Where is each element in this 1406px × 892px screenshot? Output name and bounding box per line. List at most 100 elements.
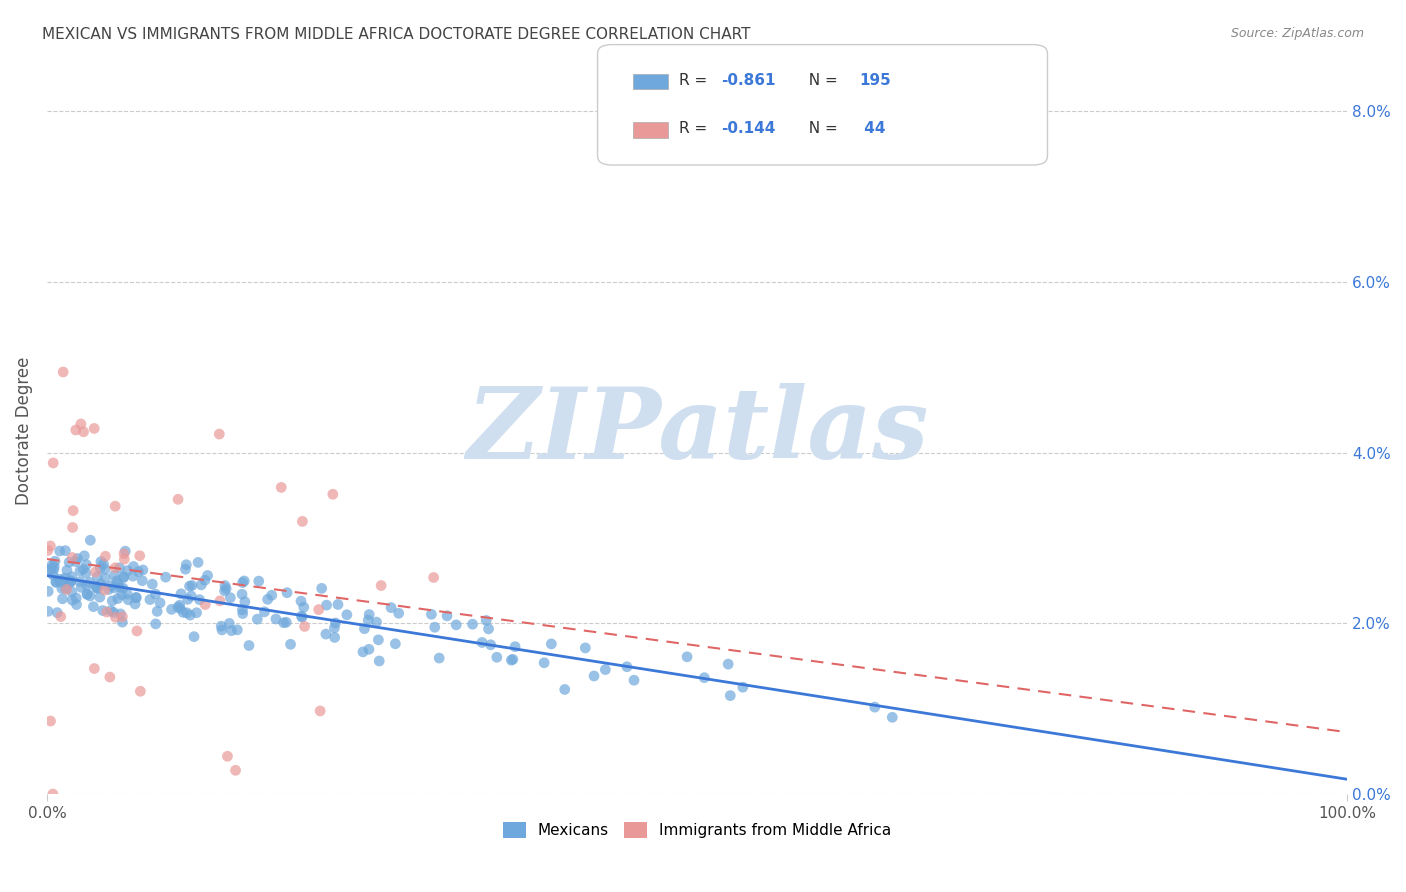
Text: MEXICAN VS IMMIGRANTS FROM MIDDLE AFRICA DOCTORATE DEGREE CORRELATION CHART: MEXICAN VS IMMIGRANTS FROM MIDDLE AFRICA… [42, 27, 751, 42]
Mexicans [221, 624, 243, 638]
Mexicans [218, 616, 240, 631]
Mexicans [357, 613, 380, 627]
Mexicans [44, 559, 66, 574]
Mexicans [353, 622, 375, 636]
Mexicans [574, 640, 596, 655]
Mexicans [112, 581, 135, 595]
Mexicans [177, 592, 200, 607]
Mexicans [48, 572, 70, 586]
Mexicans [181, 578, 204, 592]
Mexicans [233, 595, 256, 609]
Mexicans [132, 563, 155, 577]
Mexicans [103, 581, 125, 595]
Mexicans [141, 577, 163, 591]
Mexicans [82, 599, 104, 614]
Mexicans [479, 638, 502, 652]
Mexicans [145, 587, 167, 601]
Mexicans [352, 645, 374, 659]
Text: N =: N = [799, 121, 842, 136]
Mexicans [105, 574, 128, 588]
Mexicans [103, 606, 125, 620]
Mexicans [76, 587, 98, 601]
Mexicans [276, 585, 298, 599]
Mexicans [37, 604, 59, 618]
Mexicans [718, 689, 741, 703]
Mexicans [233, 574, 256, 588]
Mexicans [169, 599, 191, 613]
Mexicans [65, 555, 87, 569]
Mexicans [44, 554, 66, 568]
Mexicans [125, 591, 148, 605]
Mexicans [172, 606, 194, 620]
Mexicans [60, 584, 83, 599]
Mexicans [323, 621, 346, 635]
Mexicans [676, 649, 699, 664]
Immigrants from Middle Africa [55, 582, 77, 597]
Mexicans [326, 598, 349, 612]
Mexicans [368, 654, 391, 668]
Mexicans [357, 642, 380, 657]
Mexicans [46, 606, 69, 620]
Mexicans [125, 591, 148, 605]
Mexicans [264, 612, 287, 626]
Mexicans [66, 551, 89, 566]
Mexicans [501, 653, 523, 667]
Mexicans [93, 557, 115, 571]
Mexicans [117, 592, 139, 607]
Immigrants from Middle Africa [104, 560, 127, 574]
Immigrants from Middle Africa [125, 624, 148, 638]
Immigrants from Middle Africa [83, 421, 105, 435]
Mexicans [101, 594, 124, 608]
Mexicans [291, 610, 314, 624]
Immigrants from Middle Africa [112, 552, 135, 566]
Mexicans [533, 656, 555, 670]
Immigrants from Middle Africa [111, 609, 134, 624]
Mexicans [42, 562, 65, 576]
Mexicans [623, 673, 645, 688]
Mexicans [176, 606, 198, 620]
Mexicans [290, 594, 312, 608]
Text: ZIPatlas: ZIPatlas [465, 383, 928, 480]
Mexicans [86, 570, 108, 584]
Mexicans [477, 622, 499, 636]
Mexicans [174, 562, 197, 576]
Immigrants from Middle Africa [52, 365, 75, 379]
Mexicans [290, 609, 312, 624]
Mexicans [197, 568, 219, 582]
Immigrants from Middle Africa [225, 764, 247, 778]
Mexicans [436, 608, 458, 623]
Text: -0.144: -0.144 [721, 121, 776, 136]
Mexicans [423, 620, 446, 634]
Mexicans [292, 600, 315, 615]
Immigrants from Middle Africa [98, 670, 121, 684]
Mexicans [72, 562, 94, 576]
Mexicans [94, 571, 117, 585]
Mexicans [53, 571, 76, 585]
Mexicans [380, 600, 402, 615]
Mexicans [90, 577, 112, 591]
Mexicans [503, 640, 526, 654]
Mexicans [260, 588, 283, 602]
Immigrants from Middle Africa [72, 425, 94, 439]
Mexicans [280, 637, 302, 651]
Mexicans [693, 671, 716, 685]
Immigrants from Middle Africa [217, 749, 239, 764]
Mexicans [155, 570, 177, 584]
Mexicans [79, 533, 101, 548]
Mexicans [75, 558, 97, 572]
Mexicans [86, 581, 108, 595]
Mexicans [55, 582, 77, 596]
Mexicans [58, 555, 80, 569]
Mexicans [211, 623, 233, 637]
Y-axis label: Doctorate Degree: Doctorate Degree [15, 357, 32, 506]
Mexicans [76, 578, 98, 592]
Immigrants from Middle Africa [194, 598, 217, 612]
Immigrants from Middle Africa [42, 787, 65, 801]
Mexicans [232, 575, 254, 590]
Mexicans [214, 583, 236, 598]
Mexicans [717, 657, 740, 672]
Immigrants from Middle Africa [270, 480, 292, 494]
Mexicans [359, 607, 381, 622]
Mexicans [89, 561, 111, 575]
Mexicans [89, 591, 111, 605]
